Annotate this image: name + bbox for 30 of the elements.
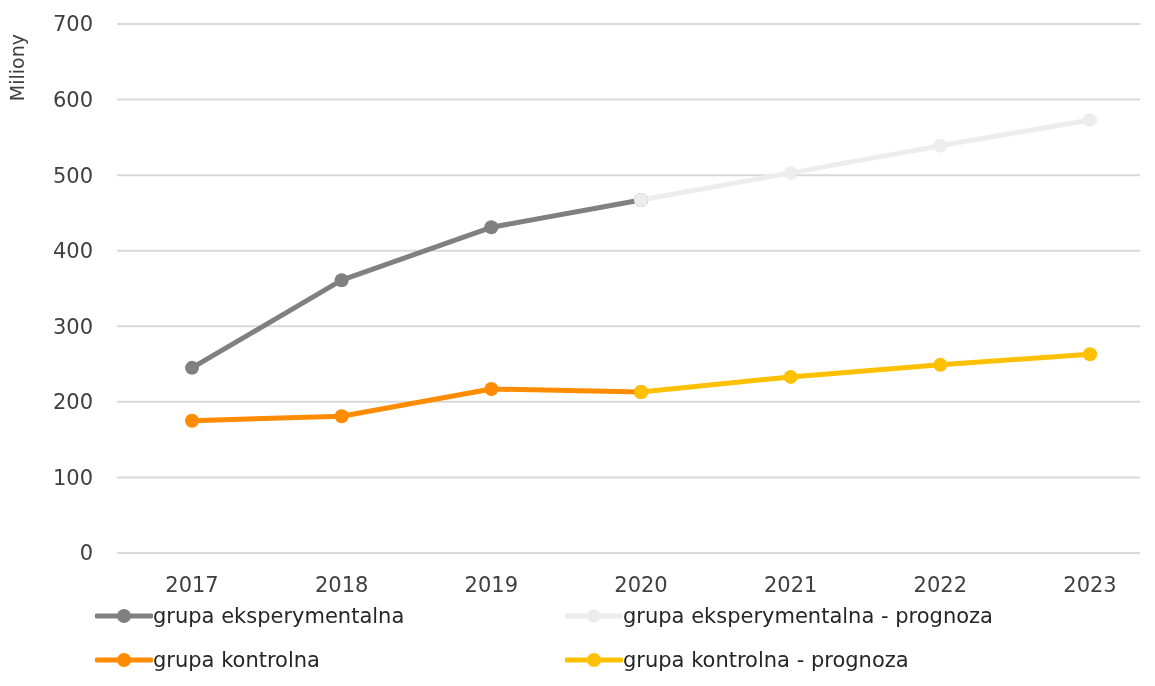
y-tick-label: 100	[52, 465, 93, 490]
y-tick-label: 700	[52, 12, 93, 37]
point	[185, 413, 199, 428]
point	[334, 273, 349, 288]
legend-label: grupa kontrolna	[153, 648, 320, 672]
x-tick-label: 2018	[314, 572, 369, 597]
point	[484, 220, 499, 235]
y-tick-label: 600	[52, 88, 93, 113]
point	[933, 357, 948, 372]
point	[185, 360, 199, 375]
x-tick-label: 2019	[464, 572, 519, 597]
point	[484, 382, 499, 397]
x-tick-label: 2020	[614, 572, 668, 597]
point	[334, 409, 349, 424]
x-tick-label: 2017	[165, 572, 219, 597]
y-tick-label: 0	[79, 541, 93, 566]
y-tick-label: 200	[52, 390, 93, 415]
x-tick-label: 2022	[913, 572, 968, 597]
point	[1083, 347, 1097, 362]
y-axis-title: Miliony	[6, 34, 28, 102]
legend-label: grupa kontrolna - prognoza	[623, 648, 909, 672]
point	[783, 165, 798, 180]
y-tick-label: 300	[52, 314, 93, 339]
x-tick-label: 2023	[1063, 572, 1117, 597]
point	[783, 369, 798, 384]
y-tick-label: 500	[52, 163, 93, 188]
legend-label: grupa eksperymentalna	[153, 604, 405, 628]
legend-label: grupa eksperymentalna - prognoza	[623, 604, 993, 628]
y-tick-label: 400	[52, 239, 93, 264]
x-tick-label: 2021	[763, 572, 818, 597]
